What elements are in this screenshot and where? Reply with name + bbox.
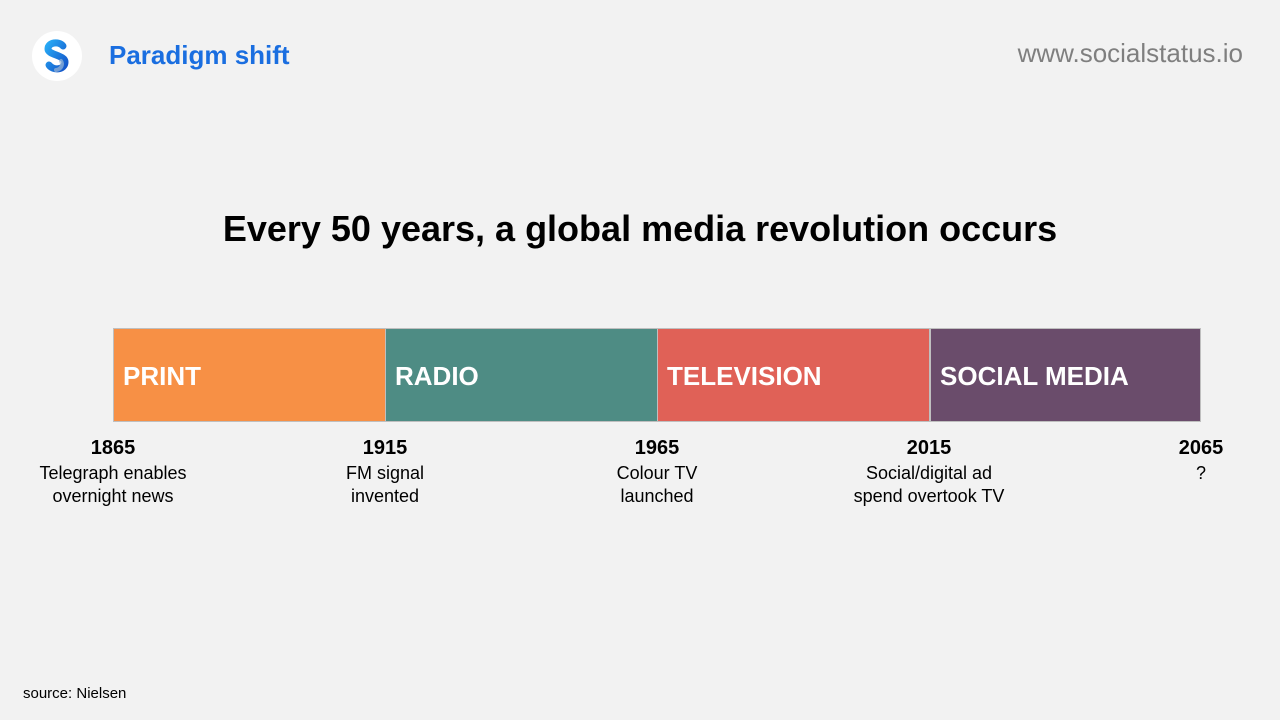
milestone-year: 1915 (362, 437, 408, 459)
milestone-1965: 1965 Colour TV launched (557, 436, 757, 508)
milestone-year: 1965 (634, 437, 680, 459)
page-title: Paradigm shift (109, 40, 290, 70)
milestone-2015: 2015 Social/digital ad spend overtook TV (829, 436, 1029, 508)
era-television-segment: TELEVISION (657, 328, 930, 422)
milestone-note: ? (1195, 463, 1206, 483)
milestone-year: 2015 (906, 437, 952, 459)
era-social-media-segment: SOCIAL MEDIA (930, 328, 1201, 422)
milestone-year: 2065 (1178, 437, 1224, 459)
media-timeline-bar: PRINT RADIO TELEVISION SOCIAL MEDIA (113, 328, 1201, 422)
milestone-note: Social/digital ad spend overtook TV (853, 463, 1005, 506)
milestone-year: 1865 (90, 437, 136, 459)
source-note: source: Nielsen (23, 685, 127, 702)
era-print-segment: PRINT (113, 328, 386, 422)
milestone-1865: 1865 Telegraph enables overnight news (13, 436, 213, 508)
milestone-note: Telegraph enables overnight news (39, 463, 187, 506)
headline: Every 50 years, a global media revolutio… (222, 208, 1058, 249)
milestone-note: Colour TV launched (616, 463, 698, 506)
socialstatus-logo-icon (32, 31, 82, 81)
milestone-2065: 2065 ? (1101, 436, 1280, 485)
milestone-1915: 1915 FM signal invented (285, 436, 485, 508)
era-radio-segment: RADIO (385, 328, 658, 422)
website-url: www.socialstatus.io (1017, 38, 1243, 68)
milestone-note: FM signal invented (345, 463, 425, 506)
